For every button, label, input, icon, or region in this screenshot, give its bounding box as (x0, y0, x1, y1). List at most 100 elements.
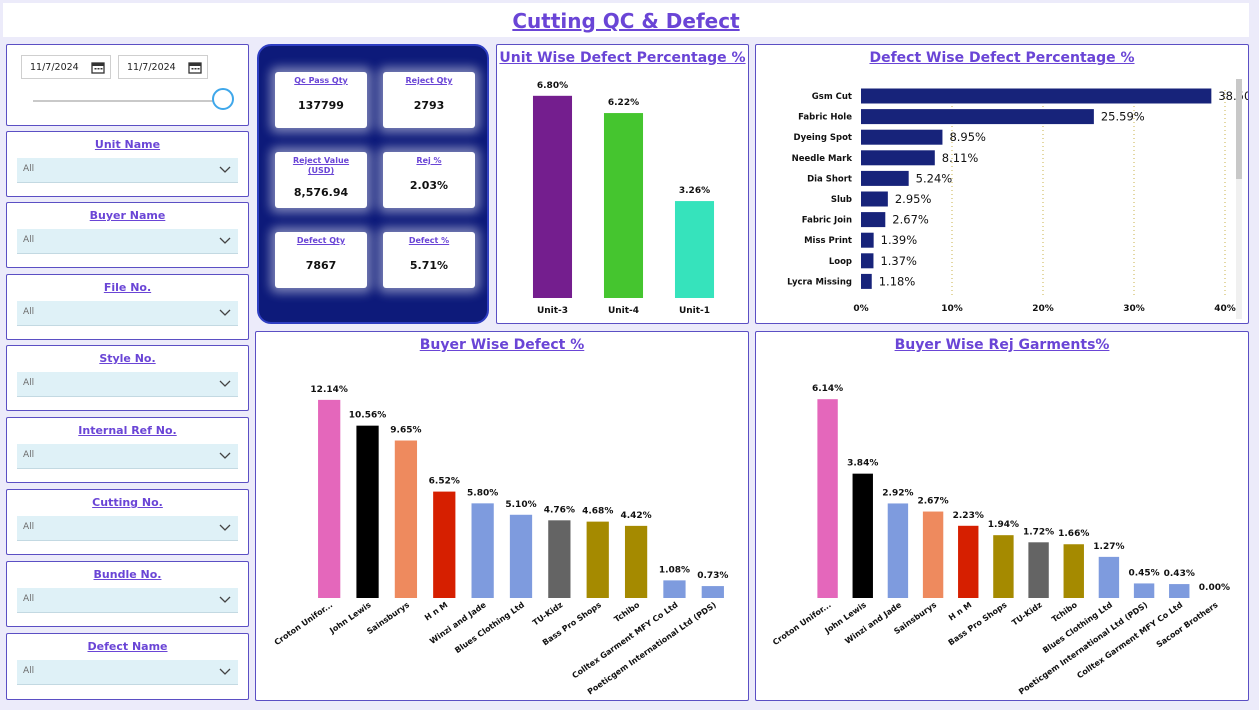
data-label: 5.80% (467, 488, 498, 498)
calendar-icon[interactable] (188, 61, 202, 74)
tick-label: Croton Unifor... (771, 600, 833, 647)
data-label: 0.43% (1164, 569, 1195, 579)
chevron-down-icon[interactable] (218, 592, 232, 606)
slicer-title: Internal Ref No. (78, 424, 177, 437)
bar (922, 511, 944, 598)
bar (471, 503, 494, 598)
tick-label: H n M (947, 600, 973, 622)
end-date-field[interactable]: 11/7/2024 (118, 55, 208, 79)
calendar-icon[interactable] (91, 61, 105, 74)
start-date-value: 11/7/2024 (30, 62, 79, 73)
slicer-title: Cutting No. (92, 496, 163, 509)
slicer-internal-ref-no: Internal Ref No. All (6, 417, 249, 483)
tick-label: 10% (941, 304, 963, 314)
data-label: 2.23% (953, 511, 984, 521)
kpi-label: Rej % (416, 156, 442, 165)
data-label: 6.80% (537, 81, 568, 91)
bar (548, 520, 571, 598)
category-label: Lycra Missing (787, 277, 852, 287)
data-label: 1.72% (1023, 527, 1054, 537)
chevron-down-icon[interactable] (218, 233, 232, 247)
slicer-dropdown[interactable]: All (17, 229, 238, 254)
kpi-panel: Qc Pass Qty 137799 Reject Qty 2793 Rejec… (257, 44, 489, 324)
chart-title: Buyer Wise Defect % (419, 337, 585, 353)
scrollbar[interactable] (1236, 79, 1242, 319)
chevron-down-icon[interactable] (218, 305, 232, 319)
chevron-down-icon[interactable] (218, 664, 232, 678)
bar (356, 425, 379, 598)
dropdown-value: All (23, 522, 35, 532)
data-label: 1.94% (988, 520, 1019, 530)
bar (624, 525, 648, 598)
bar (603, 113, 644, 298)
slicer-dropdown[interactable]: All (17, 301, 238, 326)
data-label: 0.45% (1128, 568, 1159, 578)
kpi-value: 2793 (413, 99, 445, 112)
bar (674, 201, 715, 298)
data-label: 2.67% (892, 213, 929, 227)
buyer-wise-defect-chart: Buyer Wise Defect % 12.14% Croton Unifor.… (255, 331, 749, 701)
bar (861, 109, 1094, 125)
buyer-rej-bar-chart: 6.14%Croton Unifor...3.84%John Lewis2.92… (771, 384, 1230, 696)
data-label: 9.65% (390, 426, 421, 436)
slicer-buyer-name: Buyer Name All (6, 202, 249, 268)
date-range-slicer: 11/7/2024 11/7/2024 (6, 44, 249, 126)
data-label: 4.68% (582, 507, 613, 517)
tick-label: Unit-4 (608, 306, 639, 316)
tick-label: Croton Unifor... (273, 600, 335, 647)
slicer-dropdown[interactable]: All (17, 444, 238, 469)
page-header: Cutting QC & Defect (3, 3, 1249, 37)
kpi-card-rej-pct: Rej % 2.03% (383, 152, 475, 208)
slicer-style-no: Style No. All (6, 345, 249, 411)
tick-label: Poeticgem International Ltd (PDS) (1017, 600, 1149, 696)
bar (1028, 542, 1049, 598)
category-label: Fabric Join (802, 216, 852, 226)
kpi-label: Defect Qty (296, 236, 346, 245)
category-label: Fabric Hole (798, 113, 852, 123)
data-label: 8.95% (949, 130, 986, 144)
bar (1133, 583, 1155, 598)
data-label: 5.24% (916, 171, 953, 185)
chevron-down-icon[interactable] (218, 448, 232, 462)
dropdown-value: All (23, 164, 35, 174)
bar (1098, 556, 1120, 598)
data-label: 6.52% (429, 477, 460, 487)
slicer-title: Style No. (99, 352, 156, 365)
kpi-label: Reject Value (USD) (292, 156, 350, 175)
chevron-down-icon[interactable] (218, 376, 232, 390)
dropdown-value: All (23, 378, 35, 388)
buyer-wise-rej-chart: Buyer Wise Rej Garments% 6.14% Croton Uni… (755, 331, 1249, 701)
slicer-file-no: File No. All (6, 274, 249, 340)
kpi-card-reject-qty: Reject Qty 2793 (383, 72, 475, 128)
chevron-down-icon[interactable] (218, 520, 232, 534)
kpi-value: 137799 (298, 99, 344, 112)
buyer-defect-bar-chart: 12.14%Croton Unifor...10.56%John Lewis9.… (273, 385, 729, 697)
slicer-dropdown[interactable]: All (17, 372, 238, 397)
slicer-title: Bundle No. (93, 568, 162, 581)
start-date-field[interactable]: 11/7/2024 (21, 55, 111, 79)
scrollbar-thumb[interactable] (1236, 79, 1242, 179)
slicer-dropdown[interactable]: All (17, 158, 238, 183)
data-label: 3.26% (679, 186, 710, 196)
tick-label: TU-Kidz (531, 600, 565, 627)
end-date-value: 11/7/2024 (127, 62, 176, 73)
data-label: 6.14% (812, 384, 843, 394)
slicer-dropdown[interactable]: All (17, 516, 238, 541)
bar (663, 580, 686, 598)
bar (532, 95, 573, 299)
chevron-down-icon[interactable] (218, 162, 232, 176)
category-label: Gsm Cut (812, 92, 852, 102)
dropdown-value: All (23, 307, 35, 317)
date-slider-track[interactable] (33, 100, 223, 102)
slicer-dropdown[interactable]: All (17, 588, 238, 613)
data-label: 2.95% (895, 192, 932, 206)
bar (433, 491, 456, 598)
category-label: Miss Print (804, 236, 852, 246)
kpi-label: Qc Pass Qty (294, 76, 348, 85)
tick-label: 0% (853, 304, 868, 314)
chart-title: Unit Wise Defect Percentage % (499, 50, 746, 66)
dropdown-value: All (23, 594, 35, 604)
date-slider-handle[interactable] (212, 88, 234, 110)
unit-wise-defect-chart: Unit Wise Defect Percentage % 6.80% Unit-… (496, 44, 749, 324)
slicer-dropdown[interactable]: All (17, 660, 238, 685)
